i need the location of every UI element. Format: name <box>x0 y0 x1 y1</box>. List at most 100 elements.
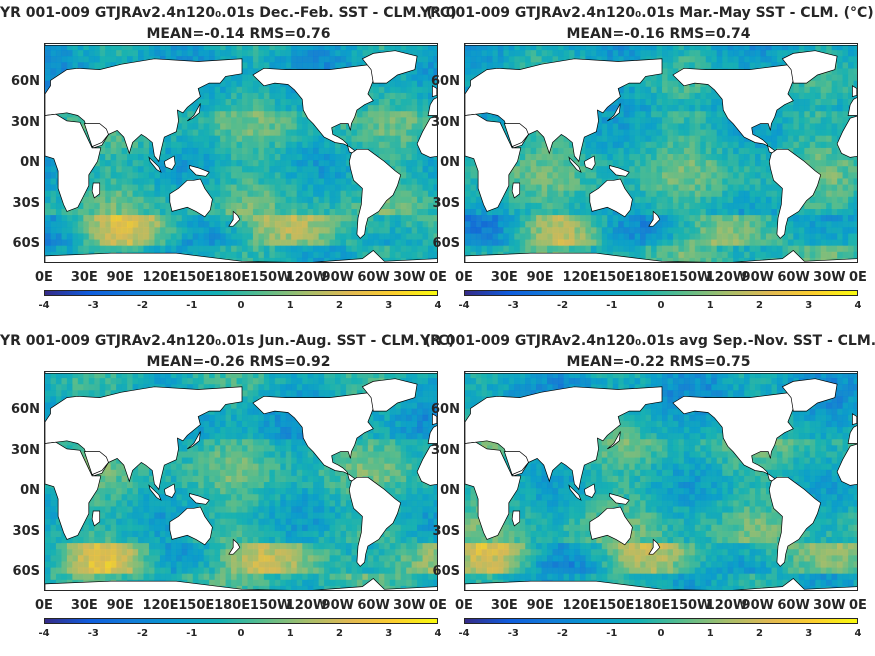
lat-tick-label: 30N <box>431 114 460 130</box>
lon-tick-label: 150E <box>178 598 215 613</box>
land-mask <box>45 44 437 262</box>
colorbar <box>44 618 438 624</box>
colorbar-tick-label: -2 <box>136 300 149 311</box>
lat-tick-label: 60N <box>431 402 460 418</box>
lon-tick-label: 150W <box>249 598 292 613</box>
colorbar <box>464 290 858 296</box>
lon-tick-label: 90W <box>321 270 354 285</box>
lat-tick-label: 30N <box>11 114 40 130</box>
colorbar-tick-label: 2 <box>756 628 763 639</box>
map-panel-4: YR 001-009 GTJRAv2.4n120₀.01s avg Sep.-N… <box>420 328 875 656</box>
panel-stats: MEAN=-0.14 RMS=0.76 <box>146 26 331 42</box>
colorbar-tick-label: 0 <box>237 300 245 311</box>
colorbar-tick-label: 1 <box>706 300 714 311</box>
lat-tick-label: 0N <box>440 155 460 171</box>
colorbar-tick-label: 0 <box>657 628 665 639</box>
lat-tick-label: 60N <box>11 402 40 418</box>
panel-stats: MEAN=-0.16 RMS=0.74 <box>566 26 751 42</box>
colorbar-tick-label: 3 <box>805 300 813 311</box>
lon-tick-label: 150E <box>598 598 635 613</box>
lon-tick-label: 0E <box>35 270 53 285</box>
lon-tick-label: 0E <box>35 598 53 613</box>
lat-tick-label: 0N <box>440 483 460 499</box>
colorbar-tick-label: -2 <box>136 628 149 639</box>
lon-tick-label: 0E <box>455 598 473 613</box>
lon-tick-label: 180E <box>634 598 671 613</box>
sst-map <box>464 371 858 591</box>
colorbar-tick-label: 3 <box>385 628 393 639</box>
lat-tick-label: 60S <box>12 564 40 580</box>
lon-tick-label: 150W <box>249 270 292 285</box>
lon-tick-label: 150W <box>669 598 712 613</box>
lon-tick-label: 90W <box>321 598 354 613</box>
panel-title: YR 001-009 GTJRAv2.4n120₀.01s Mar.-May S… <box>420 5 874 21</box>
sst-map <box>464 43 858 263</box>
lat-tick-label: 30S <box>432 195 460 211</box>
lon-tick-label: 60W <box>357 598 390 613</box>
colorbar-tick-label: -1 <box>606 300 618 311</box>
lon-tick-label: 120W <box>285 270 328 285</box>
land-mask <box>465 44 857 262</box>
lon-tick-label: 30W <box>393 270 426 285</box>
lon-tick-label: 60W <box>777 598 810 613</box>
lon-tick-label: 30W <box>393 598 426 613</box>
lon-tick-label: 90W <box>741 598 774 613</box>
lat-tick-label: 30S <box>432 523 460 539</box>
lon-tick-label: 60W <box>357 270 390 285</box>
lat-tick-label: 30S <box>12 195 40 211</box>
lat-tick-label: 30N <box>431 442 460 458</box>
lon-tick-label: 30E <box>490 270 518 285</box>
lat-tick-label: 0N <box>20 483 40 499</box>
colorbar-tick-label: -3 <box>87 628 99 639</box>
colorbar-tick-label: 3 <box>805 628 813 639</box>
colorbar-tick-label: 4 <box>854 300 862 311</box>
panel-stats: MEAN=-0.26 RMS=0.92 <box>146 354 331 370</box>
lon-tick-label: 60W <box>777 270 810 285</box>
colorbar-tick-label: -4 <box>38 300 50 311</box>
colorbar-tick-label: -1 <box>186 628 198 639</box>
lon-tick-label: 90E <box>106 270 134 285</box>
lon-tick-label: 120E <box>142 598 179 613</box>
lon-tick-label: 0E <box>429 270 447 285</box>
colorbar-tick-label: 1 <box>706 628 714 639</box>
lon-tick-label: 0E <box>455 270 473 285</box>
lon-tick-label: 150E <box>178 270 215 285</box>
sst-map <box>44 43 438 263</box>
colorbar-tick-label: 2 <box>336 300 343 311</box>
colorbar-tick-label: 2 <box>756 300 763 311</box>
colorbar-tick-label: 4 <box>854 628 862 639</box>
lat-tick-label: 30N <box>11 442 40 458</box>
lon-tick-label: 0E <box>429 598 447 613</box>
land-mask <box>465 372 857 590</box>
lon-tick-label: 30E <box>70 270 98 285</box>
panel-stats: MEAN=-0.22 RMS=0.75 <box>566 354 751 370</box>
lon-tick-label: 120W <box>705 270 748 285</box>
colorbar-tick-label: 1 <box>286 628 294 639</box>
colorbar <box>464 618 858 624</box>
sst-map <box>44 371 438 591</box>
lat-tick-label: 30S <box>12 523 40 539</box>
colorbar-tick-label: 0 <box>657 300 665 311</box>
panel-title: YR 001-009 GTJRAv2.4n120₀.01s Jun.-Aug. … <box>0 333 455 349</box>
lon-tick-label: 180E <box>634 270 671 285</box>
colorbar-tick-label: -3 <box>507 300 519 311</box>
lon-tick-label: 150W <box>669 270 712 285</box>
colorbar-tick-label: -2 <box>556 628 569 639</box>
lat-tick-label: 60S <box>12 236 40 252</box>
colorbar <box>44 290 438 296</box>
lat-tick-label: 60N <box>11 74 40 90</box>
colorbar-tick-label: -4 <box>458 300 470 311</box>
lon-tick-label: 30E <box>70 598 98 613</box>
colorbar-tick-label: -2 <box>556 300 569 311</box>
lon-tick-label: 0E <box>849 270 867 285</box>
panel-title: YR 001-009 GTJRAv2.4n120₀.01s Dec.-Feb. … <box>0 5 457 21</box>
colorbar-tick-label: -3 <box>87 300 99 311</box>
lon-tick-label: 30W <box>813 598 846 613</box>
lon-tick-label: 30E <box>490 598 518 613</box>
lon-tick-label: 120W <box>705 598 748 613</box>
lat-tick-label: 60S <box>432 236 460 252</box>
lon-tick-label: 30W <box>813 270 846 285</box>
map-panel-1: YR 001-009 GTJRAv2.4n120₀.01s Dec.-Feb. … <box>0 0 457 328</box>
lon-tick-label: 0E <box>849 598 867 613</box>
map-panel-3: YR 001-009 GTJRAv2.4n120₀.01s Jun.-Aug. … <box>0 328 455 656</box>
